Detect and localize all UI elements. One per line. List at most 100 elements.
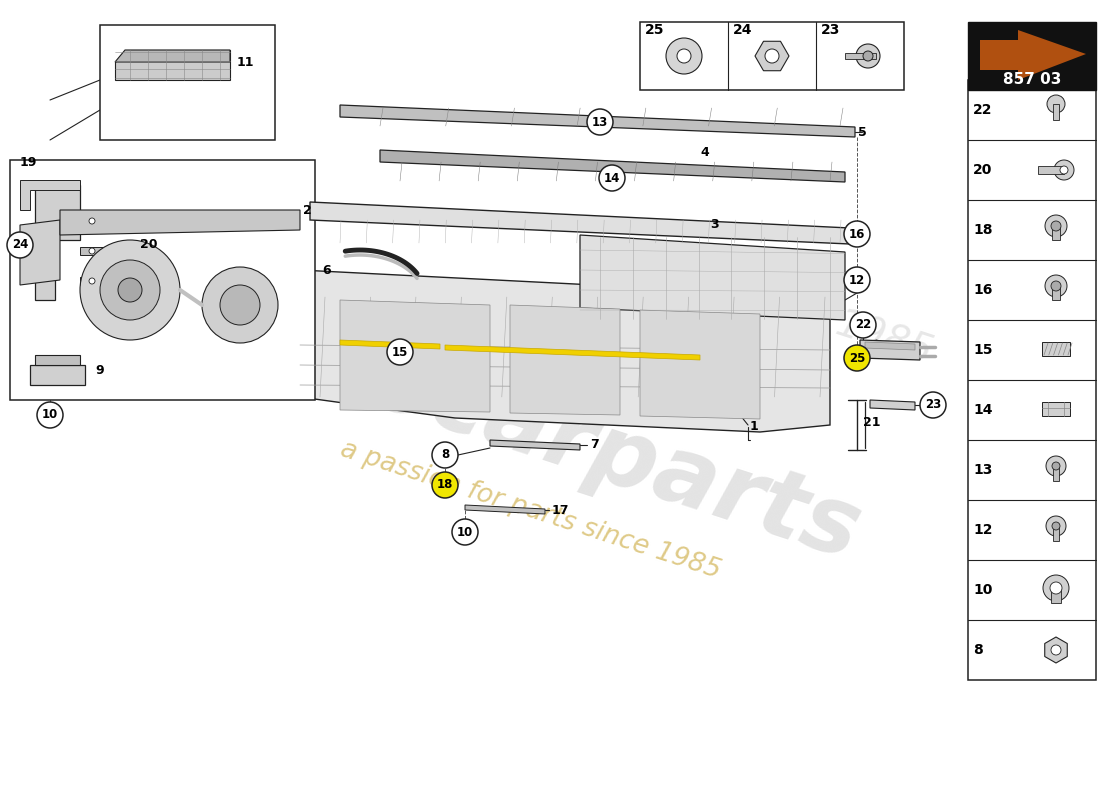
Polygon shape <box>490 440 580 450</box>
Polygon shape <box>1042 402 1070 416</box>
Text: 4: 4 <box>700 146 708 158</box>
Text: 25: 25 <box>645 23 664 37</box>
Circle shape <box>89 278 95 284</box>
Circle shape <box>600 165 625 191</box>
Text: 6: 6 <box>322 263 331 277</box>
Text: 18: 18 <box>437 478 453 491</box>
Circle shape <box>1050 582 1062 594</box>
Circle shape <box>1054 160 1074 180</box>
Polygon shape <box>60 210 300 235</box>
Polygon shape <box>1045 637 1067 663</box>
Text: 8: 8 <box>974 643 982 657</box>
Polygon shape <box>980 30 1086 80</box>
Bar <box>1053 466 1059 481</box>
Bar <box>100 25 275 140</box>
Circle shape <box>1043 575 1069 601</box>
Bar <box>1052 226 1060 240</box>
Text: 1: 1 <box>750 421 759 434</box>
Text: 18: 18 <box>974 223 992 237</box>
Circle shape <box>220 285 260 325</box>
Circle shape <box>89 218 95 224</box>
Polygon shape <box>870 400 915 410</box>
Polygon shape <box>310 202 850 244</box>
Polygon shape <box>446 345 700 360</box>
Polygon shape <box>865 342 915 350</box>
Polygon shape <box>30 365 85 385</box>
Polygon shape <box>35 355 80 365</box>
Text: 23: 23 <box>821 23 840 37</box>
Text: 17: 17 <box>552 503 570 517</box>
Text: 14: 14 <box>604 171 620 185</box>
Text: 13: 13 <box>592 115 608 129</box>
Text: 5: 5 <box>858 126 867 138</box>
Polygon shape <box>860 340 920 360</box>
Text: 7: 7 <box>590 438 598 451</box>
Text: 19: 19 <box>20 157 37 170</box>
Circle shape <box>89 248 95 254</box>
Text: eurocarparts: eurocarparts <box>188 280 871 580</box>
Polygon shape <box>379 150 845 182</box>
Circle shape <box>1050 645 1062 655</box>
Polygon shape <box>340 105 855 137</box>
Text: since 1985: since 1985 <box>723 269 937 371</box>
Polygon shape <box>1042 342 1070 356</box>
Bar <box>1052 286 1060 300</box>
Circle shape <box>920 392 946 418</box>
Text: 10: 10 <box>456 526 473 538</box>
Text: 16: 16 <box>974 283 992 297</box>
Text: 14: 14 <box>974 403 992 417</box>
Polygon shape <box>755 42 789 70</box>
Text: a passion for parts since 1985: a passion for parts since 1985 <box>337 436 724 584</box>
Text: 24: 24 <box>733 23 752 37</box>
Text: 12: 12 <box>849 274 865 286</box>
Bar <box>10 160 315 400</box>
Circle shape <box>1046 456 1066 476</box>
Bar <box>968 80 1096 680</box>
Circle shape <box>666 38 702 74</box>
Polygon shape <box>20 180 80 210</box>
Circle shape <box>432 442 458 468</box>
Polygon shape <box>510 305 620 415</box>
Polygon shape <box>116 50 230 80</box>
Circle shape <box>1047 95 1065 113</box>
Polygon shape <box>340 300 490 412</box>
Polygon shape <box>80 277 104 285</box>
Circle shape <box>844 221 870 247</box>
Circle shape <box>676 49 691 63</box>
Polygon shape <box>35 185 80 300</box>
Bar <box>845 53 876 59</box>
Text: 9: 9 <box>95 363 103 377</box>
Text: 22: 22 <box>974 103 992 117</box>
Text: 11: 11 <box>236 57 254 70</box>
Circle shape <box>387 339 412 365</box>
Circle shape <box>118 278 142 302</box>
Text: 21: 21 <box>864 415 880 429</box>
Circle shape <box>864 51 873 61</box>
Circle shape <box>202 267 278 343</box>
Text: 10: 10 <box>42 409 58 422</box>
Bar <box>1038 166 1064 174</box>
Polygon shape <box>340 340 440 349</box>
Circle shape <box>856 44 880 68</box>
Text: 24: 24 <box>12 238 29 251</box>
Bar <box>1053 526 1059 541</box>
Bar <box>968 22 1096 90</box>
Text: 25: 25 <box>849 351 866 365</box>
Circle shape <box>432 472 458 498</box>
Text: 16: 16 <box>849 227 866 241</box>
Polygon shape <box>116 50 230 62</box>
Text: 20: 20 <box>140 238 157 251</box>
Polygon shape <box>580 235 845 320</box>
Text: 15: 15 <box>392 346 408 358</box>
Circle shape <box>587 109 613 135</box>
Text: 20: 20 <box>974 163 992 177</box>
Circle shape <box>452 519 478 545</box>
Text: 8: 8 <box>441 449 449 462</box>
Text: 13: 13 <box>974 463 992 477</box>
Circle shape <box>1052 522 1060 530</box>
Circle shape <box>1045 275 1067 297</box>
Polygon shape <box>640 310 760 419</box>
Circle shape <box>7 232 33 258</box>
Text: 12: 12 <box>974 523 992 537</box>
Text: 2: 2 <box>302 205 311 218</box>
